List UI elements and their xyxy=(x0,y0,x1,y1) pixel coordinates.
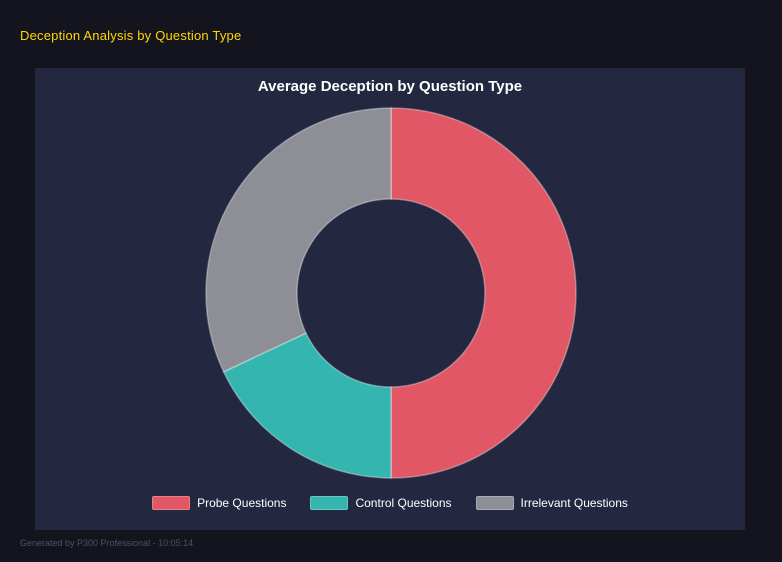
legend-item: Control Questions xyxy=(310,496,452,510)
legend-swatch xyxy=(152,496,191,510)
chart-legend: Probe Questions Control Questions Irreleva… xyxy=(35,496,745,510)
footer-status: Generated by P300 Professional - 10:05:1… xyxy=(20,538,194,548)
legend-swatch xyxy=(475,496,514,510)
chart-title: Average Deception by Question Type xyxy=(257,78,523,95)
donut-slice-2 xyxy=(222,332,392,479)
legend-item: Probe Questions xyxy=(152,496,286,510)
legend-item: Irrelevant Questions xyxy=(475,496,628,510)
legend-label: Irrelevant Questions xyxy=(520,496,628,510)
donut-slice-1 xyxy=(390,107,577,479)
donut-chart xyxy=(205,107,577,479)
legend-swatch xyxy=(310,496,349,510)
donut-slice-3 xyxy=(205,107,392,373)
legend-label: Probe Questions xyxy=(197,496,287,510)
page-title: Deception Analysis by Question Type xyxy=(20,28,242,43)
chart-panel: Average Deception by Question Type Probe… xyxy=(35,68,745,530)
legend-label: Control Questions xyxy=(355,496,452,510)
